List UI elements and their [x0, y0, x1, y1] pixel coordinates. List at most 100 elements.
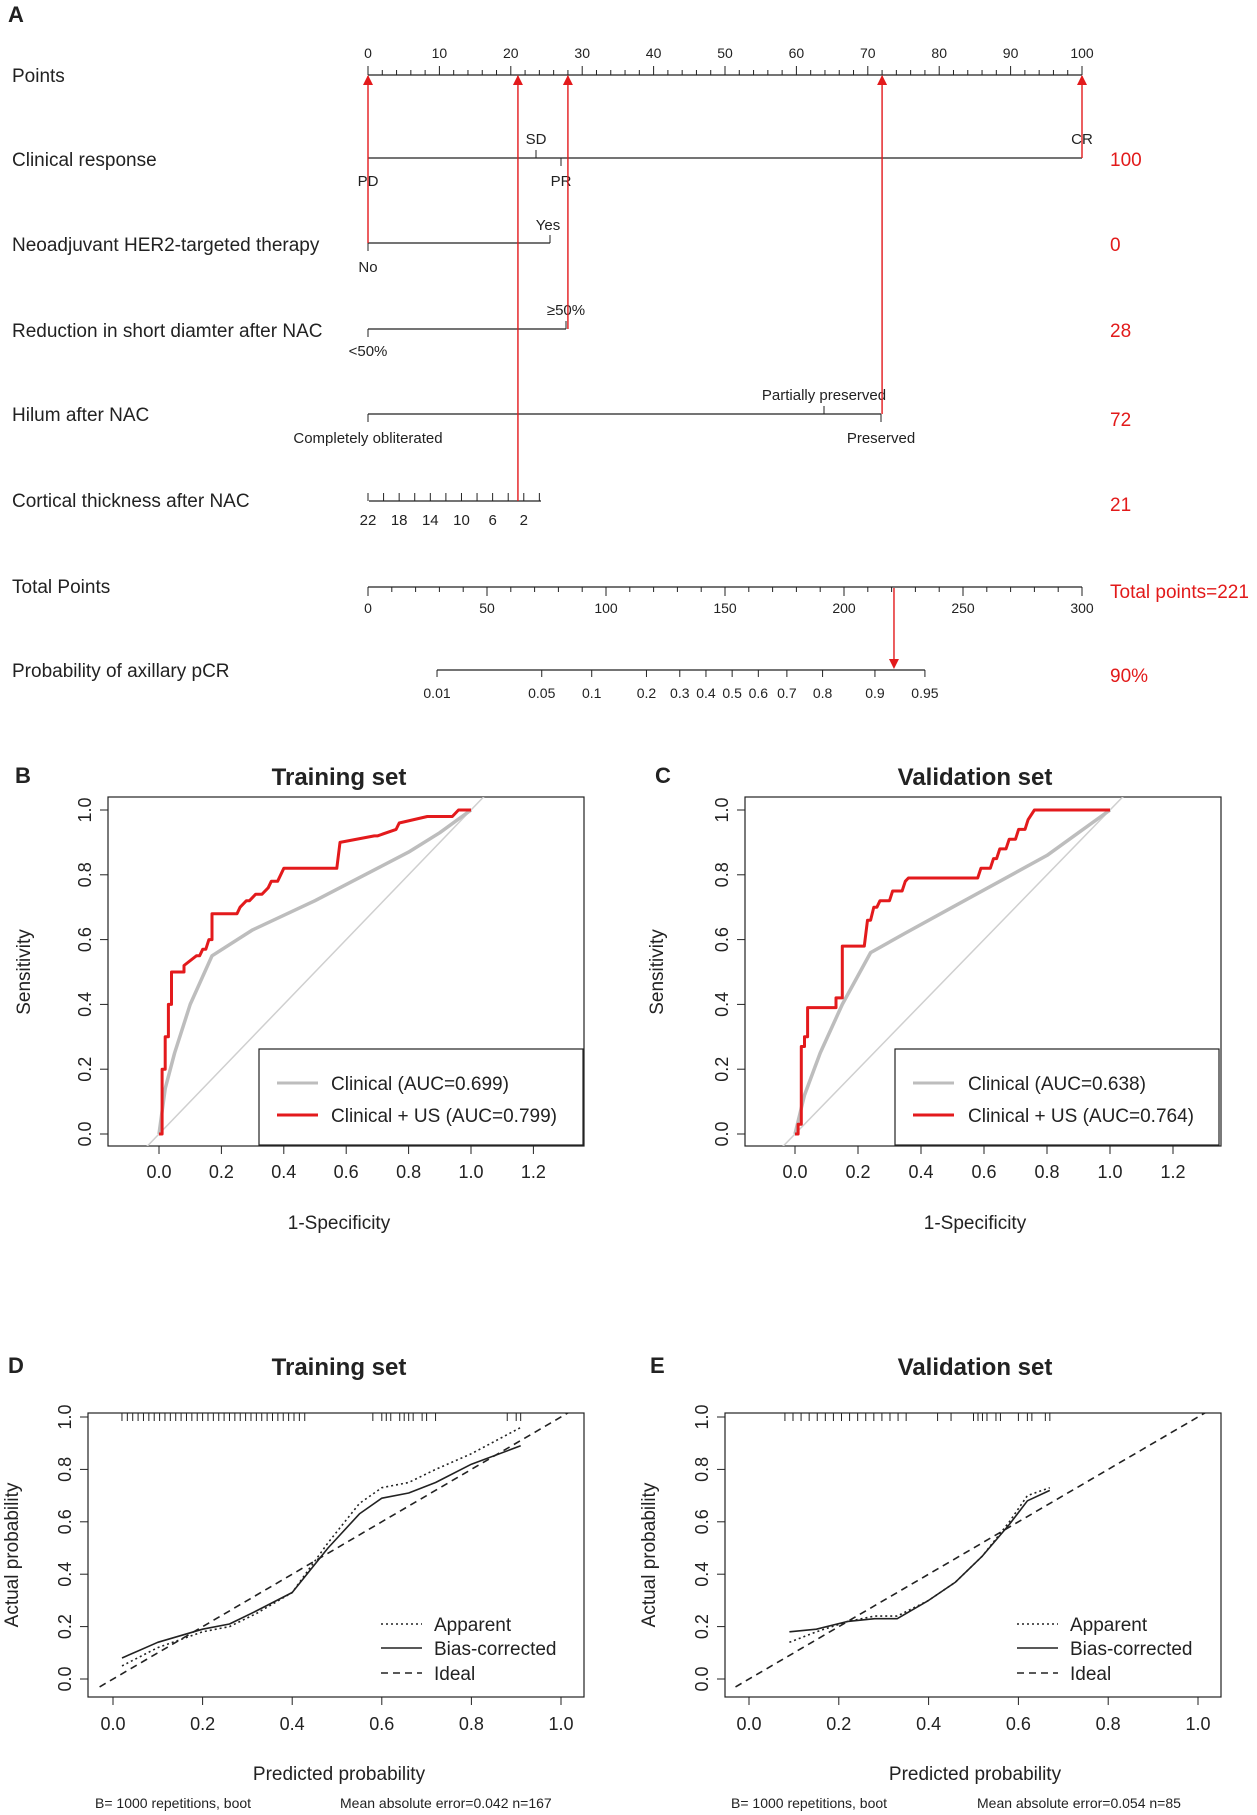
x-tick-label: 1.0 — [1185, 1714, 1210, 1734]
probability-tick-label: 0.7 — [777, 685, 797, 701]
points-tick-label: 50 — [717, 45, 733, 61]
roc-validation-ylabel: Sensitivity — [647, 929, 668, 1015]
hilum-level-preserved: Preserved — [847, 430, 915, 447]
x-tick-label: 0.8 — [1096, 1714, 1121, 1734]
total-tick-label: 50 — [479, 600, 495, 616]
cortical-tick-label: 14 — [422, 512, 439, 529]
cortical-tick-label: 22 — [360, 512, 377, 529]
calibration-training-frame — [87, 1412, 585, 1698]
legend-label-ideal: Ideal — [1070, 1664, 1111, 1685]
legend-label-apparent: Apparent — [1070, 1615, 1148, 1636]
calibration-validation-footer-right: Mean absolute error=0.054 n=85 — [977, 1795, 1181, 1811]
her2-level-no: No — [358, 259, 377, 276]
roc-training-y-axis: 0.0 0.2 0.4 0.6 0.8 1.0 — [75, 797, 108, 1147]
calibration-validation-footer-left: B= 1000 repetitions, boot — [731, 1795, 887, 1811]
probability-tick-label: 0.6 — [749, 685, 769, 701]
score-guides — [363, 75, 1087, 669]
calibration-validation-ylabel: Actual probability — [639, 1482, 660, 1627]
legend-label-clinical: Clinical (AUC=0.699) — [331, 1074, 509, 1095]
points-tick-label: 40 — [646, 45, 662, 61]
total-points-label: Total Points — [12, 577, 110, 598]
roc-training-chart: Training set 0.0 0.2 0.4 0.6 0.8 1.0 1.2 0.00.… — [14, 764, 585, 1234]
x-tick-label: 0.6 — [1006, 1714, 1031, 1734]
panel-label-c: C — [655, 763, 671, 788]
y-tick-label: 0.4 — [712, 992, 732, 1017]
x-tick-label: 0.2 — [190, 1714, 215, 1734]
guide-arrow-up — [877, 75, 888, 85]
total-points-axis: 0 50 100 150 200 250 300 — [364, 586, 1094, 616]
probability-tick-label: 0.1 — [582, 685, 602, 701]
roc-validation-xlabel: 1-Specificity — [924, 1213, 1027, 1234]
roc-validation-x-axis: 0.0 0.2 0.4 0.6 0.8 1.0 1.2 — [782, 1146, 1186, 1182]
y-tick-label: 0.4 — [692, 1562, 712, 1587]
x-tick-label: 0.4 — [271, 1162, 296, 1182]
points-tick-label: 60 — [789, 45, 805, 61]
panel-label-b: B — [15, 763, 31, 788]
legend-label-bias-corrected: Bias-corrected — [434, 1639, 557, 1660]
calibration-training-footer-right: Mean absolute error=0.042 n=167 — [340, 1795, 552, 1811]
total-tick-label: 250 — [951, 600, 975, 616]
score-hilum: 72 — [1110, 410, 1131, 431]
calibration-validation-xlabel: Predicted probability — [889, 1764, 1062, 1785]
calibration-ideal-line — [99, 1413, 570, 1688]
calibration-validation-rug — [784, 1413, 1051, 1421]
cortical-tick-label: 6 — [488, 512, 496, 529]
x-tick-label: 0.2 — [826, 1714, 851, 1734]
row-label-cortical: Cortical thickness after NAC — [12, 491, 250, 512]
calibration-validation-y-axis: 0.0 0.2 0.4 0.6 0.8 1.0 — [692, 1404, 725, 1692]
row-label-hilum: Hilum after NAC — [12, 405, 149, 426]
calibration-validation-curves — [735, 1413, 1207, 1688]
guide-arrow-up — [1077, 75, 1087, 85]
probability-tick-label: 0.2 — [637, 685, 657, 701]
calibration-validation-chart: Validation set 0.0 0.2 0.4 0.6 0.8 1.0 0.0 0.2… — [639, 1354, 1222, 1811]
row-label-her2-therapy: Neoadjuvant HER2-targeted therapy — [12, 235, 320, 256]
x-tick-label: 0.6 — [334, 1162, 359, 1182]
panel-label-e: E — [650, 1353, 665, 1378]
total-tick-label: 150 — [713, 600, 737, 616]
y-tick-label: 1.0 — [75, 797, 95, 822]
probability-tick-label: 0.3 — [670, 685, 690, 701]
cortical-tick-label: 18 — [391, 512, 408, 529]
points-label: Points — [12, 66, 65, 87]
y-tick-label: 0.4 — [75, 992, 95, 1017]
roc-validation-y-axis: 0.0 0.2 0.4 0.6 0.8 1.0 — [712, 797, 745, 1147]
score-cortical: 21 — [1110, 495, 1131, 516]
y-tick-label: 0.0 — [692, 1666, 712, 1691]
guide-arrow-down — [888, 659, 899, 669]
probability-tick-label: 0.4 — [696, 685, 716, 701]
panel-label-a: A — [8, 2, 24, 27]
total-tick-label: 200 — [832, 600, 856, 616]
y-tick-label: 0.6 — [75, 927, 95, 952]
roc-reference-diagonal — [146, 797, 485, 1146]
calibration-bias-corrected-curve — [789, 1489, 1051, 1633]
probability-tick-label: 0.8 — [813, 685, 833, 701]
roc-training-legend — [258, 1048, 584, 1146]
y-tick-label: 0.2 — [712, 1057, 732, 1082]
y-tick-label: 0.8 — [75, 862, 95, 887]
calibration-apparent-curve — [789, 1486, 1051, 1644]
points-tick-label: 80 — [931, 45, 947, 61]
legend-label-clinical: Clinical (AUC=0.638) — [968, 1074, 1146, 1095]
x-tick-label: 0.0 — [100, 1714, 125, 1734]
probability-axis: 0.01 0.05 0.1 0.2 0.3 0.4 0.5 0.6 0.7 0.8 0.9 0.95 — [423, 669, 939, 701]
total-tick-label: 100 — [594, 600, 618, 616]
roc-training-xlabel: 1-Specificity — [288, 1213, 391, 1234]
calibration-bias-corrected-curve — [121, 1445, 521, 1659]
y-tick-label: 1.0 — [55, 1404, 75, 1429]
calibration-training-xlabel: Predicted probability — [253, 1764, 426, 1785]
points-tick-label: 70 — [860, 45, 876, 61]
legend-label-ideal: Ideal — [434, 1664, 475, 1685]
x-tick-label: 0.4 — [908, 1162, 933, 1182]
x-tick-label: 0.8 — [459, 1714, 484, 1734]
y-tick-label: 0.0 — [75, 1121, 95, 1146]
cortical-tick-label: 10 — [453, 512, 470, 529]
x-tick-label: 0.8 — [1034, 1162, 1059, 1182]
roc-validation-title: Validation set — [898, 764, 1053, 791]
calibration-validation-title: Validation set — [898, 1354, 1053, 1381]
her2-level-yes: Yes — [536, 217, 560, 234]
probability-tick-label: 0.05 — [528, 685, 555, 701]
score-her2-therapy: 0 — [1110, 235, 1121, 256]
roc-validation-legend — [894, 1048, 1220, 1146]
probability-tick-label: 0.9 — [865, 685, 885, 701]
roc-validation-frame — [744, 796, 1222, 1147]
